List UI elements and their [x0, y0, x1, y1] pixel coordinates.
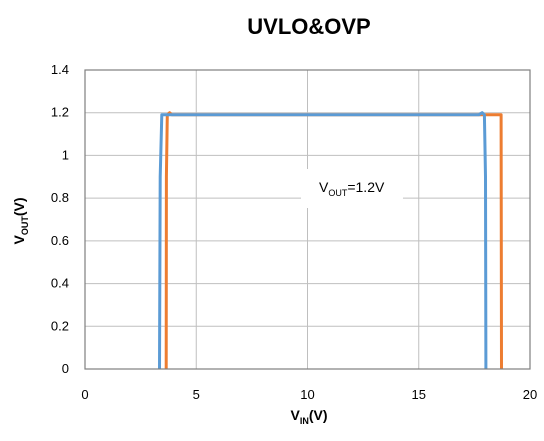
series-line-1 [158, 111, 488, 370]
plot-frame [84, 69, 531, 370]
x-tick-label: 20 [523, 387, 537, 402]
y-tick-label: 0.4 [51, 276, 69, 291]
x-tick-label: 15 [412, 387, 426, 402]
y-tick-label: 1 [62, 147, 69, 162]
x-axis-label: VIN(V) [290, 407, 327, 426]
y-axis-label-main: V [11, 235, 27, 245]
annotation-main: V [319, 179, 329, 195]
x-axis-label-main: V [290, 407, 300, 423]
y-tick-label: 1.4 [51, 62, 69, 77]
y-tick-label: 0.6 [51, 233, 69, 248]
x-axis-label-tail: (V) [309, 407, 328, 423]
y-tick-label: 1.2 [51, 105, 69, 120]
x-axis-label-sub: IN [300, 416, 309, 426]
x-tick-label: 10 [300, 387, 314, 402]
chart-title: UVLO&OVP [247, 14, 370, 39]
annotation-sub: OUT [328, 188, 348, 198]
annotation-box [301, 169, 403, 208]
x-tick-label: 5 [193, 387, 200, 402]
annotation-tail: =1.2V [347, 179, 385, 195]
y-tick-label: 0.2 [51, 318, 69, 333]
y-tick-label: 0 [62, 361, 69, 376]
series-layer [158, 111, 503, 370]
y-axis-label-sub: OUT [20, 216, 30, 236]
y-axis-label: VOUT(V) [11, 197, 30, 244]
x-tick-labels: 0 5 10 15 20 [81, 387, 537, 402]
vout-annotation: VOUT=1.2V [319, 179, 385, 198]
y-axis-label-tail: (V) [11, 197, 27, 216]
y-tick-label: 0.8 [51, 190, 69, 205]
y-tick-labels: 0 0.2 0.4 0.6 0.8 1 1.2 1.4 [51, 62, 69, 376]
x-tick-label: 0 [81, 387, 88, 402]
